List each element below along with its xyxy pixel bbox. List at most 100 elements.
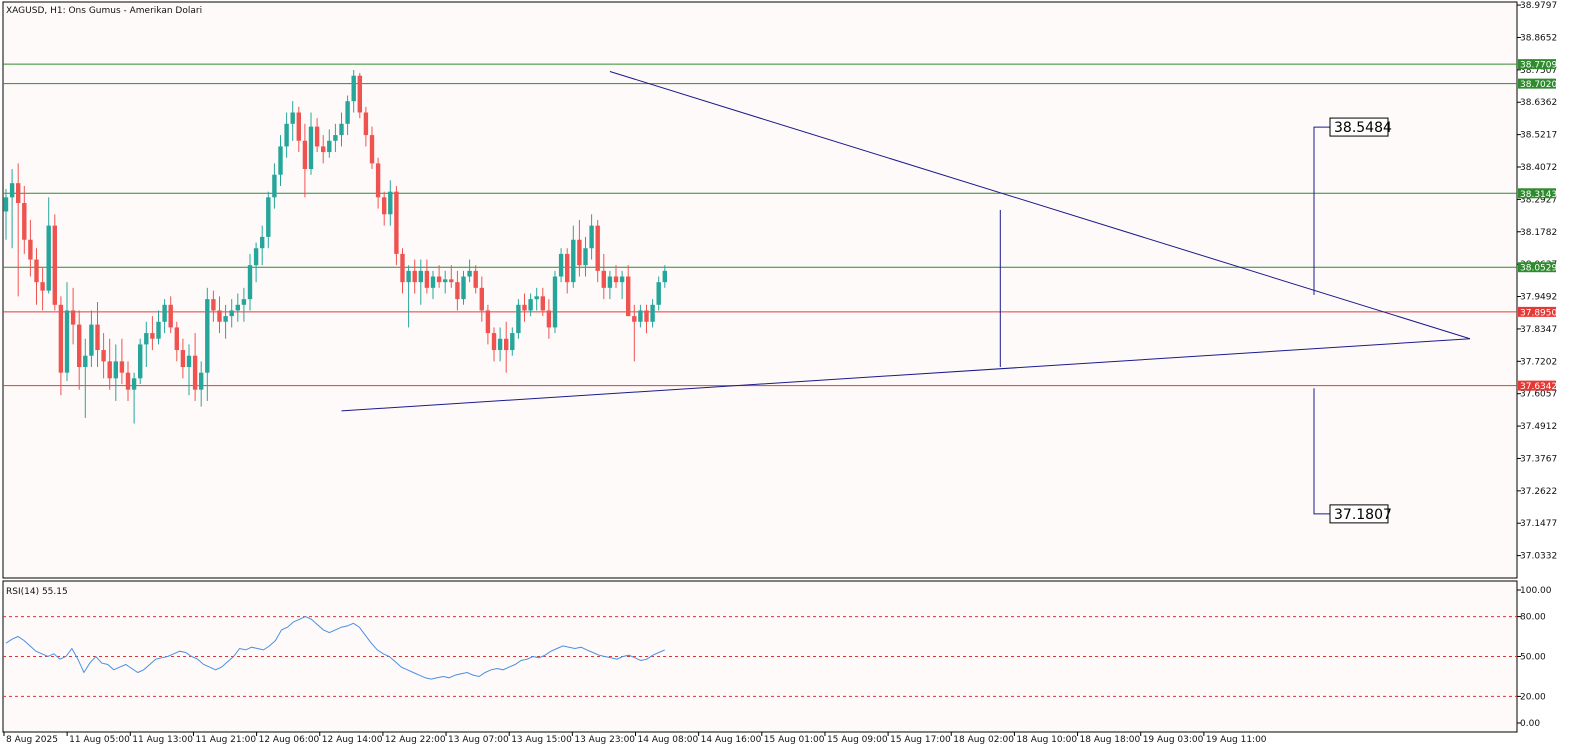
candle-body — [125, 372, 131, 390]
candle-body — [83, 355, 88, 368]
candle-body — [28, 239, 33, 260]
candle — [138, 338, 143, 384]
candle-body — [9, 183, 15, 198]
candle — [205, 287, 210, 401]
candle-body — [174, 327, 179, 351]
candle — [546, 299, 552, 339]
candle — [662, 265, 667, 288]
candle-body — [229, 310, 234, 317]
rsi-level-lines — [3, 616, 1517, 697]
rsi-title: RSI(14) 55.15 — [6, 587, 68, 597]
triangle-trendlines[interactable] — [341, 70, 1471, 412]
time-tick-label: 13 Aug 15:00 — [511, 735, 572, 745]
candle-body — [363, 112, 369, 136]
candle-body — [613, 276, 619, 283]
candle-body — [321, 146, 326, 153]
candle — [156, 310, 161, 345]
candle — [9, 169, 15, 249]
candle — [46, 197, 51, 294]
trendline[interactable] — [609, 70, 1471, 340]
candle — [357, 72, 362, 119]
candle — [308, 112, 314, 175]
level-price-tag — [1518, 380, 1556, 391]
price-tick-label: 37.2622 — [1520, 487, 1557, 497]
candle-body — [449, 279, 454, 283]
candle — [22, 186, 27, 254]
candle — [247, 253, 253, 311]
candle — [540, 287, 545, 317]
candle-body — [278, 146, 283, 175]
candle — [333, 123, 338, 153]
candle-body — [302, 140, 308, 170]
level-price-tag — [1518, 59, 1556, 70]
candle — [339, 112, 344, 147]
candle — [436, 265, 442, 288]
candle — [644, 304, 649, 334]
candle-body — [375, 163, 381, 198]
price-tick-label: 38.8652 — [1520, 33, 1557, 43]
candle — [284, 112, 289, 158]
target-box — [1329, 117, 1389, 137]
price-tick-label: 37.1477 — [1520, 519, 1557, 529]
level-price-text: 38.7020 — [1520, 80, 1557, 90]
trendline[interactable] — [341, 338, 1471, 412]
candle-body — [223, 316, 228, 322]
candle-body — [467, 270, 472, 277]
lower-target-line[interactable] — [1313, 388, 1330, 515]
candle-body — [168, 304, 173, 328]
candles — [3, 70, 667, 424]
target-label: 37.1807 — [1334, 507, 1392, 523]
candle — [168, 296, 173, 334]
candle — [558, 248, 564, 283]
time-tick-label: 15 Aug 17:00 — [890, 735, 951, 745]
candle-body — [455, 282, 460, 300]
candle — [302, 123, 308, 198]
candle — [266, 191, 271, 249]
time-tick-label: 15 Aug 01:00 — [764, 735, 825, 745]
candle-body — [205, 299, 210, 373]
candle-body — [595, 225, 600, 271]
rsi-tick-label: 0.00 — [1520, 719, 1540, 729]
level-price-tag — [1518, 78, 1556, 89]
candle — [467, 259, 472, 283]
candle — [528, 293, 533, 317]
level-price-tag — [1518, 306, 1556, 317]
candle — [235, 293, 240, 322]
price-tick-label: 37.0332 — [1520, 552, 1557, 562]
candle — [229, 299, 234, 328]
time-tick-label: 8 Aug 2025 — [6, 735, 58, 745]
candle-body — [656, 282, 661, 305]
candle-body — [150, 333, 155, 339]
candle — [119, 338, 125, 384]
horizontal-levels[interactable] — [3, 63, 1517, 387]
candle — [192, 333, 198, 401]
candle — [510, 327, 515, 356]
candle-body — [3, 197, 9, 212]
candle-body — [107, 361, 112, 379]
candle — [345, 95, 350, 136]
candle — [34, 248, 39, 305]
price-tick-label: 37.6057 — [1520, 390, 1557, 400]
candle — [461, 270, 466, 305]
candle — [16, 163, 21, 297]
time-axis: 8 Aug 2025 11 Aug 05:00 11 Aug 13:00 11 Aug… — [3, 732, 1267, 745]
upper-target-line[interactable] — [1313, 126, 1330, 295]
time-tick-label: 19 Aug 11:00 — [1206, 735, 1267, 745]
candle — [516, 299, 521, 339]
candle — [638, 304, 643, 328]
candle-body — [644, 310, 649, 322]
candle — [400, 248, 405, 294]
target-projections[interactable]: 38.5484 37.1807 — [1313, 117, 1392, 524]
candle-body — [571, 239, 576, 283]
price-tick-label: 37.7202 — [1520, 357, 1557, 367]
candle — [211, 290, 216, 322]
candle — [327, 129, 332, 158]
candle — [619, 270, 625, 300]
candle — [552, 270, 558, 334]
candle-body — [510, 333, 515, 351]
candle-body — [52, 225, 57, 305]
candle — [418, 259, 423, 305]
rsi-line — [5, 616, 665, 680]
candle-body — [382, 197, 387, 215]
